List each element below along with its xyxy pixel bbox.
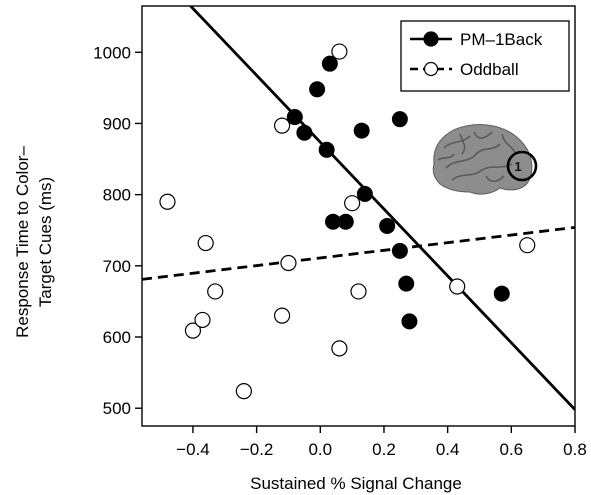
point-oddball <box>159 193 176 210</box>
point-oddball <box>184 322 202 339</box>
point-oddball <box>280 254 297 272</box>
region-label: 1 <box>514 159 521 174</box>
point-oddball <box>194 311 211 329</box>
region-marker-circle <box>506 150 538 182</box>
data-points <box>159 43 536 400</box>
point-oddball <box>273 307 291 324</box>
point-pm1back <box>493 285 510 302</box>
y-axis-title-line-1: Response Time to Color– <box>13 146 32 338</box>
brain-folds <box>437 131 517 183</box>
point-pm1back <box>321 55 338 72</box>
point-oddball <box>449 278 466 295</box>
point-oddball <box>207 283 224 300</box>
point-oddball <box>331 43 348 60</box>
point-oddball <box>350 283 367 300</box>
point-pm1back <box>353 122 370 139</box>
point-pm1back <box>356 185 373 202</box>
x-tick-label: 0.8 <box>563 440 587 459</box>
point-pm1back <box>398 275 415 292</box>
point-pm1back <box>296 124 313 141</box>
y-tick-label: 800 <box>103 186 131 205</box>
plot-border <box>141 5 576 427</box>
point-oddball <box>331 340 348 357</box>
fit-lines <box>142 6 575 411</box>
y-tick-label: 900 <box>103 114 131 133</box>
y-axis-title: Response Time to Color– Target Cues (ms) <box>13 146 55 338</box>
point-pm1back <box>379 217 396 234</box>
x-tick-label: 0.2 <box>372 440 396 459</box>
brain-inset: 1 <box>432 124 538 195</box>
y-tick-label: 500 <box>103 399 131 418</box>
legend-label-oddball: Oddball <box>460 60 519 79</box>
point-oddball <box>235 383 252 400</box>
point-pm1back <box>337 213 354 230</box>
x-tick-label: 0.0 <box>308 440 332 459</box>
x-axis: −0.4 −0.2 0.0 0.2 0.4 0.6 0.8 <box>176 426 587 459</box>
point-oddball <box>519 237 536 254</box>
legend-label-pm1back: PM–1Back <box>460 30 543 49</box>
plot-frame <box>141 5 576 427</box>
legend-marker-oddball <box>423 61 439 77</box>
point-pm1back <box>391 111 408 128</box>
y-axis-title-line-2: Target Cues (ms) <box>36 177 55 307</box>
y-tick-label: 600 <box>103 328 131 347</box>
x-axis-title: Sustained % Signal Change <box>250 474 462 493</box>
point-pm1back <box>286 109 303 126</box>
x-tick-label: −0.4 <box>176 440 210 459</box>
y-axis: 500 600 700 800 900 1000 <box>93 43 142 418</box>
point-oddball <box>197 234 214 252</box>
fit-line-oddball <box>142 225 575 281</box>
x-tick-label: 0.4 <box>436 440 460 459</box>
y-tick-label: 700 <box>103 257 131 276</box>
x-tick-label: −0.2 <box>240 440 274 459</box>
legend-marker-pm1back <box>423 31 439 47</box>
point-pm1back <box>391 242 408 259</box>
legend: PM–1Back Oddball <box>400 20 570 92</box>
y-tick-label: 1000 <box>93 43 131 62</box>
point-pm1back <box>318 141 335 158</box>
point-pm1back <box>401 313 418 330</box>
x-tick-label: 0.6 <box>500 440 524 459</box>
fit-line-pm1back <box>188 6 575 411</box>
point-oddball <box>273 117 291 134</box>
point-oddball <box>344 195 361 212</box>
point-pm1back <box>309 81 326 98</box>
